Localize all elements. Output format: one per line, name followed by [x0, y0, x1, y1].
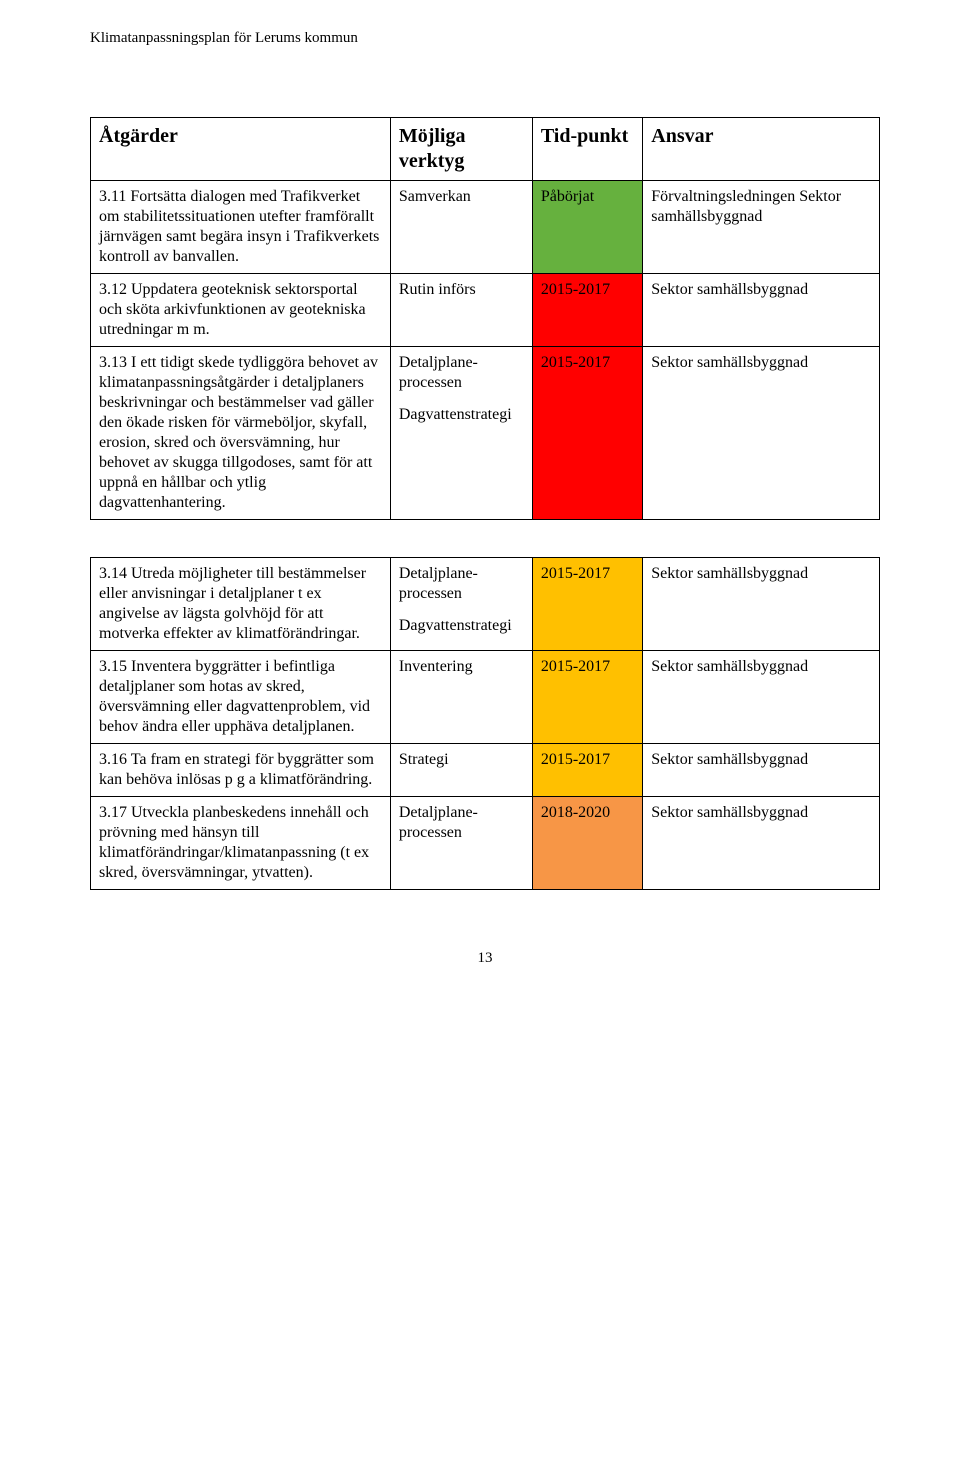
cell-verktyg: Inventering	[390, 651, 532, 744]
header-ansvar: Ansvar	[643, 118, 880, 181]
table-row: 3.11 Fortsätta dialogen med Trafikverket…	[91, 181, 880, 274]
cell-ansvar: Sektor samhällsbyggnad	[643, 347, 880, 520]
cell-atgarder: 3.15 Inventera byggrätter i befintliga d…	[91, 651, 391, 744]
cell-tidpunkt: 2015-2017	[532, 558, 642, 651]
cell-verktyg: Detaljplane-processen	[390, 797, 532, 890]
table-row: 3.17 Utveckla planbeskedens innehåll och…	[91, 797, 880, 890]
cell-verktyg: Strategi	[390, 744, 532, 797]
cell-ansvar: Sektor samhällsbyggnad	[643, 797, 880, 890]
cell-ansvar: Sektor samhällsbyggnad	[643, 744, 880, 797]
cell-verktyg: Detaljplane-processenDagvattenstrategi	[390, 558, 532, 651]
table-row: 3.15 Inventera byggrätter i befintliga d…	[91, 651, 880, 744]
cell-verktyg: Rutin införs	[390, 274, 532, 347]
cell-atgarder: 3.16 Ta fram en strategi för byggrätter …	[91, 744, 391, 797]
cell-tidpunkt: 2015-2017	[532, 651, 642, 744]
cell-atgarder: 3.11 Fortsätta dialogen med Trafikverket…	[91, 181, 391, 274]
cell-ansvar: Sektor samhällsbyggnad	[643, 651, 880, 744]
cell-ansvar: Förvaltningsledningen Sektor samhällsbyg…	[643, 181, 880, 274]
cell-verktyg: Detaljplane-processenDagvattenstrategi	[390, 347, 532, 520]
document-header: Klimatanpassningsplan för Lerums kommun	[90, 30, 880, 47]
spacer-cell	[91, 520, 880, 558]
cell-tidpunkt: 2018-2020	[532, 797, 642, 890]
cell-atgarder: 3.12 Uppdatera geoteknisk sektorsportal …	[91, 274, 391, 347]
table-row: 3.16 Ta fram en strategi för byggrätter …	[91, 744, 880, 797]
cell-tidpunkt: 2015-2017	[532, 347, 642, 520]
cell-atgarder: 3.13 I ett tidigt skede tydliggöra behov…	[91, 347, 391, 520]
page-number: 13	[90, 950, 880, 967]
cell-tidpunkt: 2015-2017	[532, 274, 642, 347]
table-row: 3.14 Utreda möjligheter till bestämmelse…	[91, 558, 880, 651]
header-verktyg: Möjliga verktyg	[390, 118, 532, 181]
cell-atgarder: 3.17 Utveckla planbeskedens innehåll och…	[91, 797, 391, 890]
cell-atgarder: 3.14 Utreda möjligheter till bestämmelse…	[91, 558, 391, 651]
header-tidpunkt: Tid-punkt	[532, 118, 642, 181]
cell-ansvar: Sektor samhällsbyggnad	[643, 558, 880, 651]
table-row: 3.13 I ett tidigt skede tydliggöra behov…	[91, 347, 880, 520]
cell-ansvar: Sektor samhällsbyggnad	[643, 274, 880, 347]
header-atgarder: Åtgärder	[91, 118, 391, 181]
cell-verktyg: Samverkan	[390, 181, 532, 274]
table-row: 3.12 Uppdatera geoteknisk sektorsportal …	[91, 274, 880, 347]
action-table: Åtgärder Möjliga verktyg Tid-punkt Ansva…	[90, 117, 880, 890]
cell-tidpunkt: Påbörjat	[532, 181, 642, 274]
table-row	[91, 520, 880, 558]
table-header-row: Åtgärder Möjliga verktyg Tid-punkt Ansva…	[91, 118, 880, 181]
cell-tidpunkt: 2015-2017	[532, 744, 642, 797]
